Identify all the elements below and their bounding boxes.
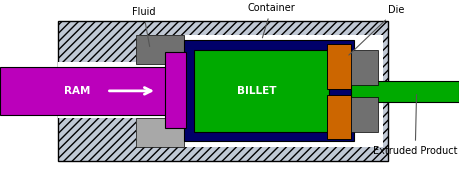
Bar <box>0 67 184 115</box>
Bar <box>328 95 351 139</box>
Bar <box>58 21 388 161</box>
Bar <box>194 50 329 132</box>
Text: RAM: RAM <box>64 86 91 96</box>
Text: Fluid: Fluid <box>132 7 155 47</box>
Bar <box>351 81 459 102</box>
Text: Container: Container <box>247 3 295 38</box>
Bar <box>351 97 378 132</box>
Bar <box>351 50 378 85</box>
Bar <box>136 35 184 64</box>
Text: BILLET: BILLET <box>237 86 276 96</box>
Bar <box>58 62 136 118</box>
Bar <box>164 52 186 128</box>
Bar <box>136 118 184 147</box>
Text: Extruded Product: Extruded Product <box>373 95 457 156</box>
Bar <box>184 41 354 141</box>
Bar <box>136 35 383 147</box>
Bar <box>328 44 351 89</box>
Text: Die: Die <box>349 5 404 55</box>
